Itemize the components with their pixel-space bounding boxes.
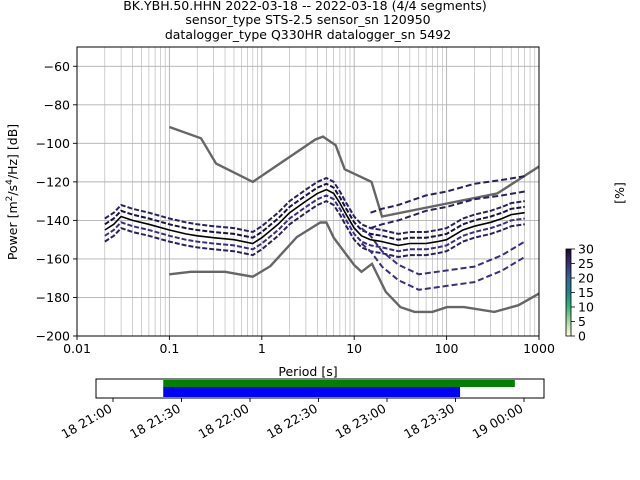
timeline-tick-label: 19 00:00	[470, 401, 526, 442]
x-tick-label: 0.01	[63, 341, 91, 356]
y-tick-label: −200	[36, 329, 70, 344]
timeline-bar	[163, 387, 461, 397]
pdf-bands	[104, 175, 526, 291]
colorbar-tick-label: 5	[578, 314, 586, 329]
colorbar-tick-label: 0	[578, 329, 586, 344]
x-axis-label: Period [s]	[278, 364, 337, 379]
colorbar-tick-label: 30	[578, 242, 594, 257]
timeline-axis: 18 21:00 18 21:30 18 22:00 18 22:30 18 23:00…	[59, 378, 545, 442]
timeline-tick-label: 18 22:00	[196, 401, 252, 442]
y-tick-label: −180	[36, 290, 70, 305]
timeline-frame	[95, 378, 545, 399]
y-tick-label: −60	[44, 59, 70, 74]
timeline-tick-label: 18 23:00	[333, 401, 389, 442]
pdf-branch-upper	[370, 175, 525, 214]
noise-model-high	[168, 125, 540, 218]
colorbar-tick-label: 10	[578, 300, 594, 315]
pdf-band	[104, 176, 525, 235]
x-tick-label: 1	[258, 341, 266, 356]
pdf-band	[104, 194, 525, 253]
y-tick-label: −160	[36, 251, 70, 266]
timeline-tick-label: 18 22:30	[264, 401, 320, 442]
y-tick-label: −120	[36, 174, 70, 189]
pdf-band	[104, 182, 525, 241]
title-line-2: sensor_type STS-2.5 sensor_sn 120950	[185, 12, 430, 27]
mode-line	[104, 188, 525, 247]
plot-frame	[76, 46, 540, 337]
colorbar-tick-label: 20	[578, 271, 594, 286]
colorbar-bar	[565, 248, 572, 337]
pdf-band	[104, 199, 525, 259]
grid	[77, 47, 539, 337]
colorbar-tick-label: 25	[578, 256, 594, 271]
timeline-tick-label: 18 21:30	[127, 401, 183, 442]
colorbar-tick-label: 15	[578, 285, 594, 300]
x-tick-label: 100	[435, 341, 459, 356]
timeline-ticks: 18 21:00 18 21:30 18 22:00 18 22:30 18 23:00…	[59, 398, 526, 442]
psd-plot: 0.01 0.1 1 10 100 1000 −60 −80 −100 −120 −140 −160…	[5, 46, 555, 379]
y-tick-label: −80	[44, 97, 70, 112]
x-tick-label: 0.1	[159, 341, 179, 356]
title-line-1: BK.YBH.50.HHN 2022-03-18 -- 2022-03-18 (…	[123, 0, 487, 13]
y-tick-label: −100	[36, 136, 70, 151]
y-tick-label: −140	[36, 213, 70, 228]
timeline-tick-label: 18 23:30	[401, 401, 457, 442]
colorbar-label: [%]	[612, 182, 627, 204]
x-tick-label: 1000	[523, 341, 555, 356]
pdf-branch-lower	[360, 242, 526, 291]
x-tick-label: 10	[346, 341, 362, 356]
x-axis-ticks: 0.01 0.1 1 10 100 1000	[63, 336, 555, 356]
timeline-bars	[163, 380, 515, 397]
title-line-3: datalogger_type Q330HR datalogger_sn 549…	[165, 27, 451, 42]
y-axis-label: Power [m2/s4/Hz] [dB]	[5, 124, 20, 260]
noise-model-low	[169, 221, 540, 314]
noise-models	[168, 125, 540, 314]
mode-curve	[104, 188, 525, 247]
timeline-bar	[163, 380, 515, 387]
timeline-tick-label: 18 21:00	[59, 401, 115, 442]
pdf-branch-upper	[370, 190, 525, 230]
y-axis-ticks: −60 −80 −100 −120 −140 −160 −180 −200	[36, 59, 77, 344]
pdf-branch-lower	[360, 227, 526, 276]
